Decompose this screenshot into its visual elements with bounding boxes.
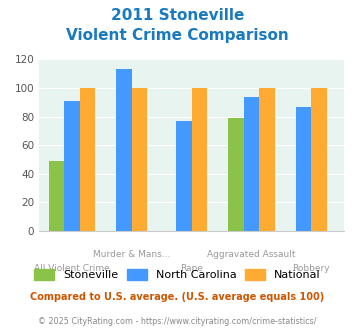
Text: © 2025 CityRating.com - https://www.cityrating.com/crime-statistics/: © 2025 CityRating.com - https://www.city… xyxy=(38,317,317,326)
Text: Murder & Mans...: Murder & Mans... xyxy=(93,250,170,259)
Bar xyxy=(244,97,260,231)
Text: Aggravated Assault: Aggravated Assault xyxy=(207,250,296,259)
Text: Robbery: Robbery xyxy=(293,264,330,273)
Bar xyxy=(228,118,244,231)
Bar xyxy=(176,121,192,231)
Legend: Stoneville, North Carolina, National: Stoneville, North Carolina, National xyxy=(29,265,326,285)
Text: All Violent Crime: All Violent Crime xyxy=(34,264,110,273)
Bar xyxy=(192,88,207,231)
Bar xyxy=(80,88,95,231)
Text: Compared to U.S. average. (U.S. average equals 100): Compared to U.S. average. (U.S. average … xyxy=(31,292,324,302)
Text: Violent Crime Comparison: Violent Crime Comparison xyxy=(66,28,289,43)
Bar xyxy=(260,88,275,231)
Bar xyxy=(64,101,80,231)
Bar xyxy=(116,69,132,231)
Bar xyxy=(132,88,147,231)
Text: 2011 Stoneville: 2011 Stoneville xyxy=(111,8,244,23)
Bar xyxy=(49,161,64,231)
Bar xyxy=(311,88,327,231)
Bar xyxy=(296,107,311,231)
Text: Rape: Rape xyxy=(180,264,203,273)
